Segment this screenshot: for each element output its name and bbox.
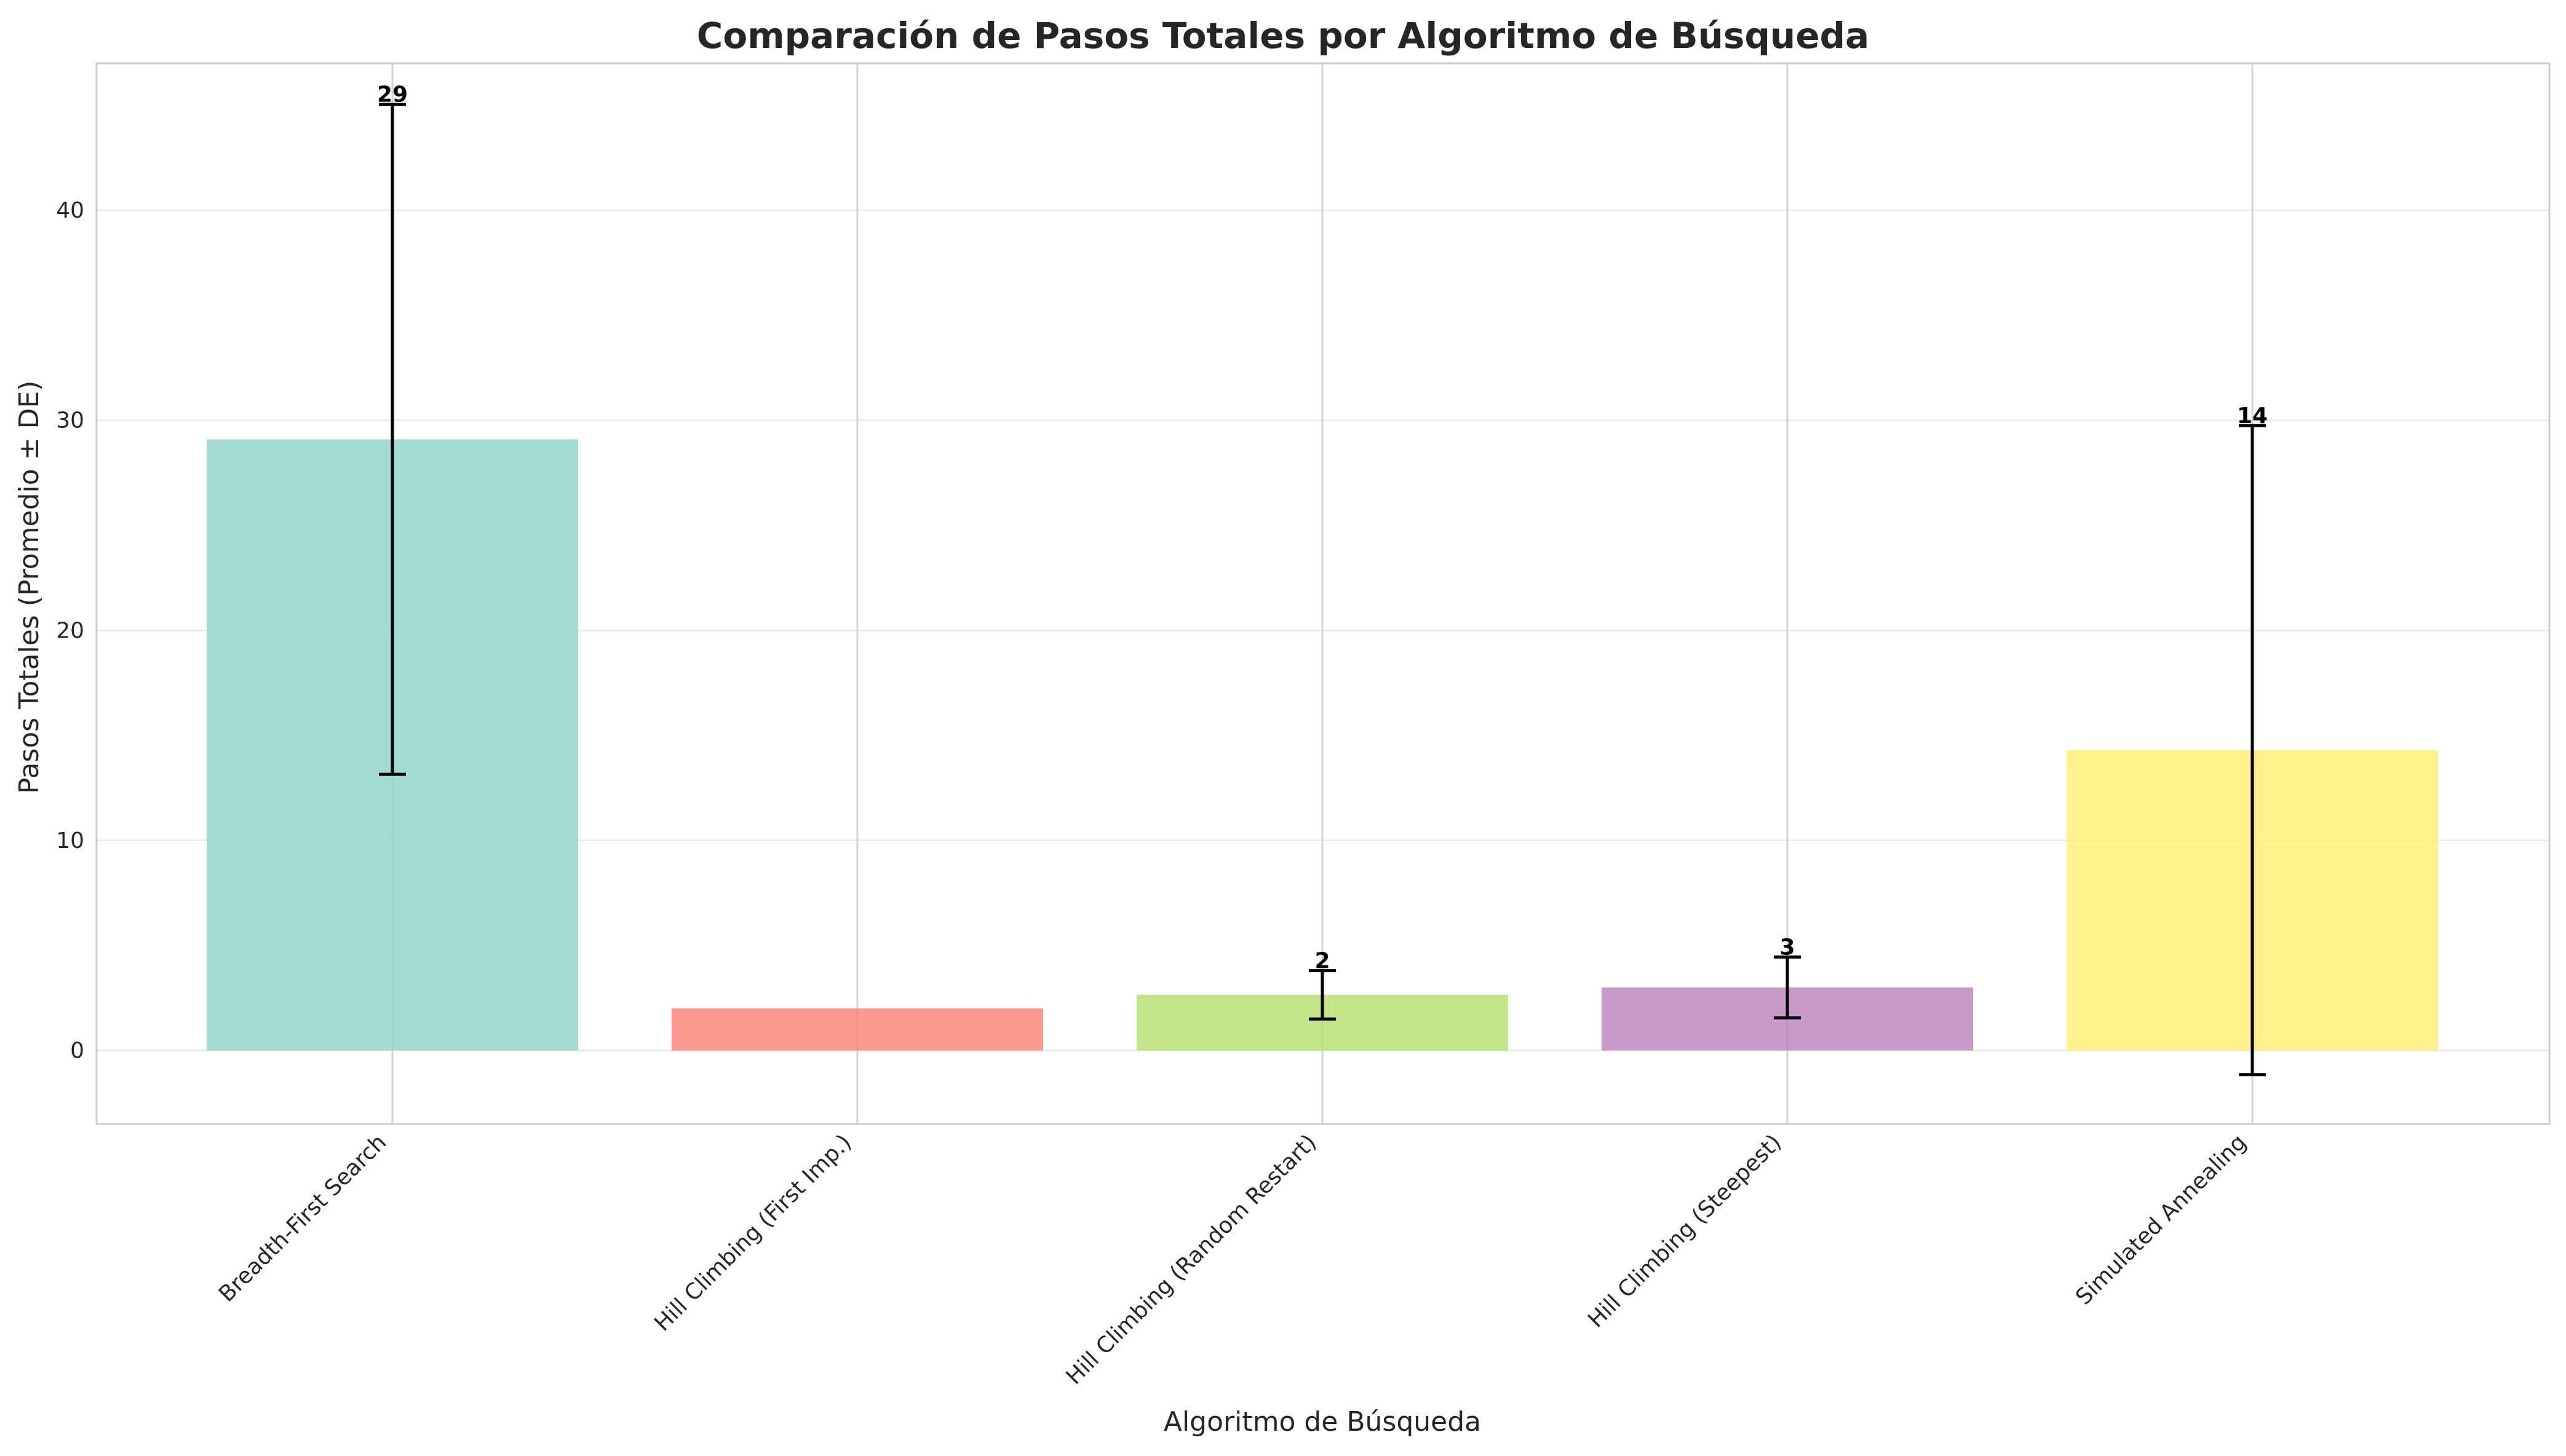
y-tick-label: 40 xyxy=(56,198,84,223)
bar-value-label: 2 xyxy=(1314,949,1330,974)
y-tick-label: 0 xyxy=(70,1038,84,1063)
bar-value-label: 29 xyxy=(377,82,408,108)
error-bar xyxy=(2239,424,2266,1077)
y-tick-label: 10 xyxy=(56,828,84,853)
y-tick-labels: 0 10 20 30 40 xyxy=(56,198,84,1063)
bar xyxy=(672,1008,1043,1051)
y-tick-label: 20 xyxy=(56,618,84,643)
error-bar-layer xyxy=(379,103,2266,1077)
chart-title: Comparación de Pasos Totales por Algorit… xyxy=(697,15,1869,57)
y-tick-label: 30 xyxy=(56,408,84,433)
bar-value-label: 3 xyxy=(1779,935,1795,960)
error-bar xyxy=(1309,969,1336,1021)
plot-frame xyxy=(95,62,2551,1125)
value-labels: 29 2 3 14 xyxy=(377,82,2268,974)
error-bar xyxy=(1774,955,1801,1019)
x-axis-label: Algoritmo de Búsqueda xyxy=(1164,1406,1481,1438)
y-axis-label: Pasos Totales (Promedio ± DE) xyxy=(14,381,45,794)
bar-value-label: 14 xyxy=(2237,403,2268,429)
error-bar xyxy=(379,103,406,776)
